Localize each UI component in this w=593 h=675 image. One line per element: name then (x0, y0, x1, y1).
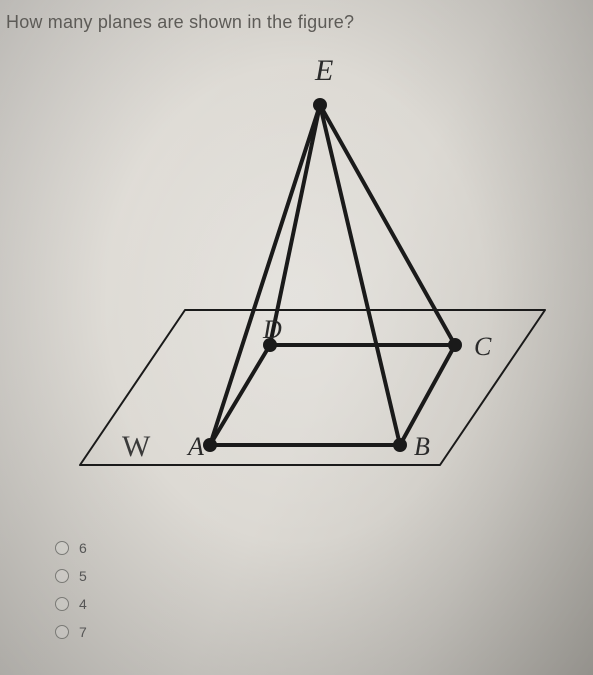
option-label: 7 (79, 624, 87, 640)
point-label-E: E (315, 54, 333, 88)
answer-options: 6 5 4 7 (55, 540, 87, 640)
radio-icon (55, 597, 69, 611)
geometry-figure: E C D A B W (40, 50, 560, 520)
radio-icon (55, 569, 69, 583)
option-label: 6 (79, 540, 87, 556)
figure-svg (40, 50, 560, 520)
option-label: 5 (79, 568, 87, 584)
plane-label-W: W (122, 430, 150, 464)
option-6[interactable]: 6 (55, 540, 87, 556)
point-label-C: C (474, 332, 491, 362)
point-label-A: A (188, 432, 204, 462)
point-label-D: D (263, 315, 282, 345)
option-5[interactable]: 5 (55, 568, 87, 584)
point-label-B: B (414, 432, 430, 462)
radio-icon (55, 541, 69, 555)
radio-icon (55, 625, 69, 639)
option-4[interactable]: 4 (55, 596, 87, 612)
option-label: 4 (79, 596, 87, 612)
question-text: How many planes are shown in the figure? (6, 12, 354, 33)
option-7[interactable]: 7 (55, 624, 87, 640)
